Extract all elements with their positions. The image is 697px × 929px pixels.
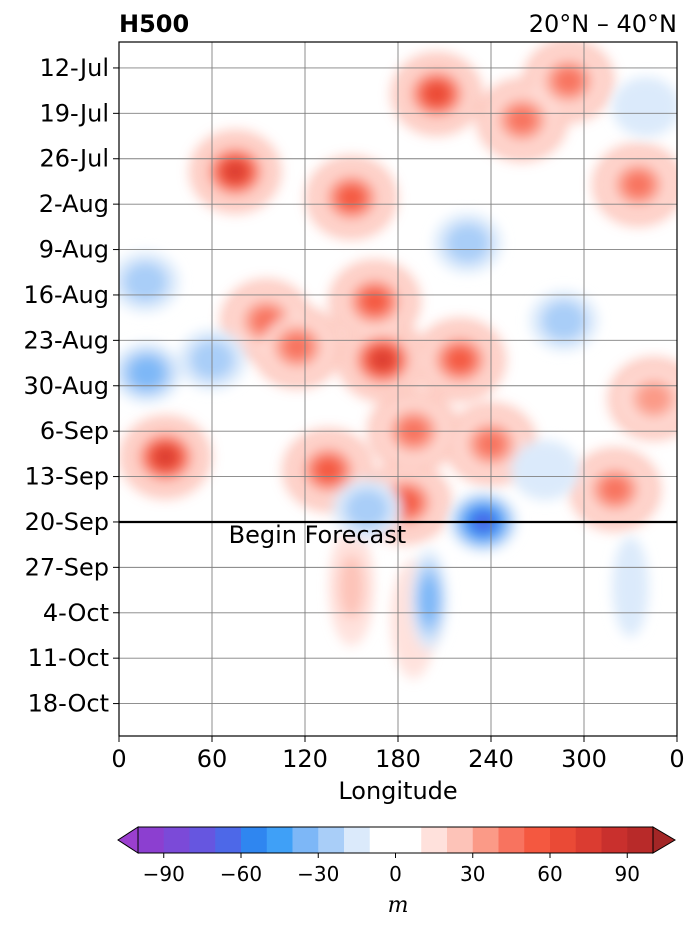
- feature-29-level-0: [612, 536, 649, 637]
- colorbar-bin-7: [318, 827, 345, 853]
- feature-14-level-3: [601, 476, 629, 503]
- feature-0-level-6: [155, 447, 176, 467]
- x-axis-label: Longitude: [338, 777, 457, 805]
- x-tick-label-6: 0: [669, 745, 684, 773]
- colorbar-label: m: [388, 893, 409, 918]
- forecast-label: Begin Forecast: [229, 521, 407, 549]
- y-tick-label-9: 13-Sep: [25, 463, 109, 491]
- colorbar-bin-14: [524, 827, 551, 853]
- colorbar-bin-11: [447, 827, 474, 853]
- x-tick-label-5: 300: [561, 745, 607, 773]
- feature-22-level-1: [123, 262, 168, 302]
- plot-area: Begin Forecast: [118, 41, 678, 737]
- y-tick-label-14: 18-Oct: [28, 690, 109, 718]
- colorbar-tick-label-2: −30: [297, 862, 339, 886]
- chart-subtitle: 20°N – 40°N: [529, 10, 677, 38]
- colorbar-tick-label-3: 0: [389, 862, 402, 886]
- colorbar-bin-0: [138, 827, 165, 853]
- feature-23-level-2: [419, 576, 439, 624]
- feature-3-level-5: [425, 83, 448, 104]
- x-tick-label-4: 240: [468, 745, 514, 773]
- feature-10-level-3: [283, 334, 312, 360]
- colorbar-tick-label-1: −60: [220, 862, 262, 886]
- colorbar-bin-6: [292, 827, 319, 853]
- feature-11-level-3: [508, 107, 536, 133]
- colorbar-under-arrow: [117, 826, 139, 854]
- feature-24-level-1: [541, 301, 586, 341]
- colorbar-bin-8: [344, 827, 371, 853]
- chart-title: H500: [119, 10, 189, 38]
- y-tick-label-11: 27-Sep: [25, 553, 109, 581]
- colorbar-bin-13: [498, 827, 525, 853]
- x-tick-label-0: 0: [111, 745, 126, 773]
- colorbar-bin-2: [189, 827, 216, 853]
- colorbar-bin-5: [266, 827, 293, 853]
- colorbar-tick-label-4: 30: [460, 862, 485, 886]
- feature-28-level-0: [511, 440, 580, 501]
- x-tick-label-2: 120: [282, 745, 328, 773]
- feature-30-level-0: [612, 76, 677, 137]
- feature-2-level-6: [372, 350, 393, 370]
- field-contours: [119, 50, 677, 670]
- feature-16-level-2: [636, 383, 671, 414]
- colorbar-bin-16: [575, 827, 602, 853]
- y-tick-label-5: 16-Aug: [23, 281, 109, 309]
- y-tick-label-0: 12-Jul: [40, 54, 110, 82]
- feature-7-level-4: [316, 458, 341, 482]
- colorbar-bin-12: [472, 827, 499, 853]
- feature-6-level-4: [447, 348, 473, 371]
- colorbar-over-arrow: [652, 826, 676, 854]
- colorbar-bin-3: [215, 827, 242, 853]
- colorbar-bin-15: [550, 827, 577, 853]
- anomaly-field: [119, 42, 677, 680]
- y-tick-label-6: 23-Aug: [23, 326, 109, 354]
- feature-18-level-1: [339, 555, 364, 619]
- x-axis: 0 60 120 180 240 300 0: [111, 736, 685, 773]
- colorbar-bin-1: [163, 827, 190, 853]
- colorbar-tick-label-0: −90: [143, 862, 185, 886]
- colorbar-tick-label-6: 90: [615, 862, 640, 886]
- feature-1-level-6: [225, 162, 246, 181]
- feature-4-level-4: [339, 186, 364, 209]
- y-tick-label-13: 11-Oct: [28, 644, 109, 672]
- y-tick-label-1: 19-Jul: [40, 99, 110, 127]
- colorbar-bin-9: [369, 827, 422, 853]
- y-tick-label-7: 30-Aug: [23, 372, 109, 400]
- y-tick-label-3: 2-Aug: [39, 190, 109, 218]
- colorbar: −90 −60 −30 0 30 60 90: [117, 826, 676, 886]
- feature-5-level-4: [362, 290, 387, 313]
- colorbar-bin-17: [601, 827, 628, 853]
- colorbar-tick-label-5: 60: [537, 862, 562, 886]
- y-tick-label-8: 6-Sep: [40, 417, 109, 445]
- colorbar-bin-18: [627, 827, 654, 853]
- y-tick-label-10: 20-Sep: [25, 508, 109, 536]
- x-tick-label-1: 60: [197, 745, 228, 773]
- y-axis: 12-Jul 19-Jul 26-Jul 2-Aug 9-Aug 16-Aug 23-Aug…: [23, 54, 119, 718]
- feature-21-level-2: [130, 357, 164, 388]
- colorbar-bin-4: [241, 827, 268, 853]
- y-tick-label-12: 4-Oct: [43, 599, 109, 627]
- y-tick-label-4: 9-Aug: [39, 236, 109, 264]
- feature-12-level-3: [554, 68, 583, 94]
- feature-25-level-1: [345, 489, 389, 529]
- y-tick-label-2: 26-Jul: [40, 145, 110, 173]
- feature-26-level-1: [445, 223, 490, 263]
- colorbar-bin-10: [421, 827, 448, 853]
- x-tick-label-3: 180: [375, 745, 421, 773]
- feature-15-level-3: [624, 172, 653, 198]
